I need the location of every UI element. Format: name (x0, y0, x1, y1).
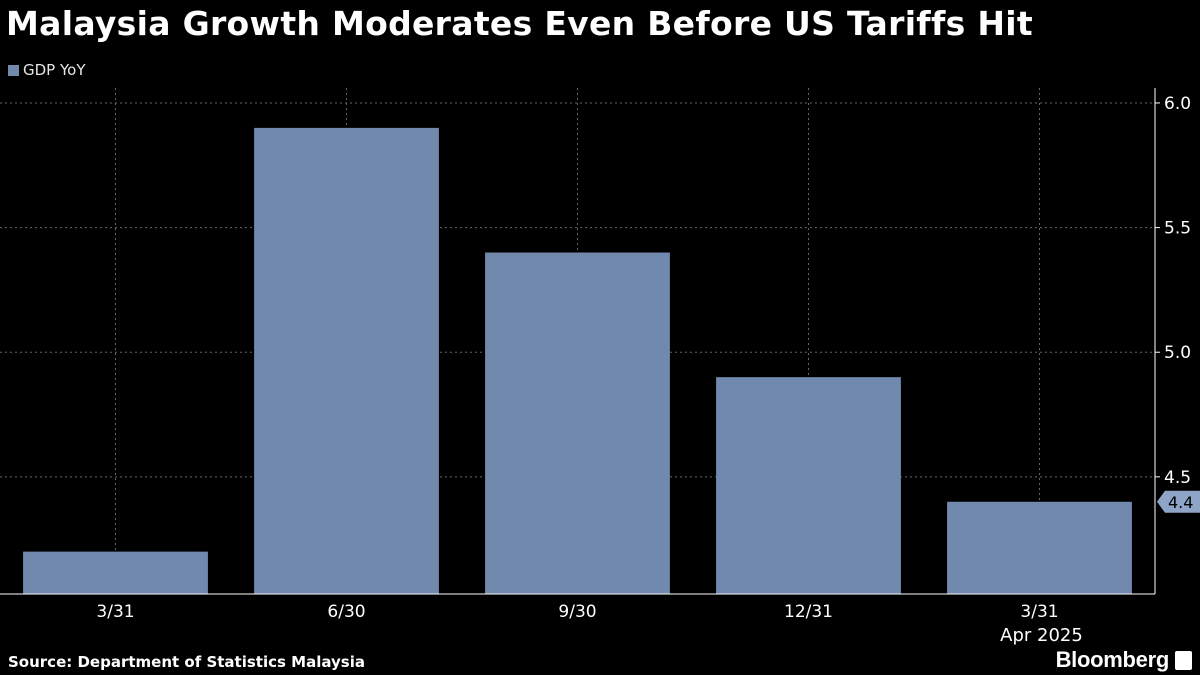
y-tick-label: 4.5 (1164, 468, 1191, 488)
last-value-tag (1157, 490, 1200, 513)
y-tick-label: 6.0 (1164, 94, 1191, 114)
source-note: Source: Department of Statistics Malaysi… (8, 653, 365, 671)
last-value-label: 4.4 (1168, 493, 1193, 512)
bar (485, 252, 670, 594)
bar (23, 551, 208, 594)
legend: GDP YoY (8, 61, 86, 79)
x-tick-label: 6/30 (327, 602, 365, 622)
brand-logo: Bloomberg (1056, 647, 1192, 673)
period-label: Apr 2025 (1000, 625, 1083, 646)
bar (716, 377, 901, 594)
chart-title: Malaysia Growth Moderates Even Before US… (6, 4, 1033, 43)
bloomberg-terminal-icon (1175, 650, 1192, 670)
legend-label: GDP YoY (23, 61, 86, 79)
legend-swatch (8, 64, 19, 76)
x-tick-label: 12/31 (784, 602, 833, 622)
brand-name: Bloomberg (1055, 647, 1170, 672)
x-tick-label: 3/31 (1020, 602, 1058, 622)
bar (254, 127, 439, 594)
bar (947, 501, 1132, 594)
y-tick-label: 5.0 (1164, 343, 1191, 363)
x-tick-label: 9/30 (558, 602, 596, 622)
x-tick-label: 3/31 (96, 602, 134, 622)
y-tick-label: 5.5 (1164, 219, 1191, 239)
